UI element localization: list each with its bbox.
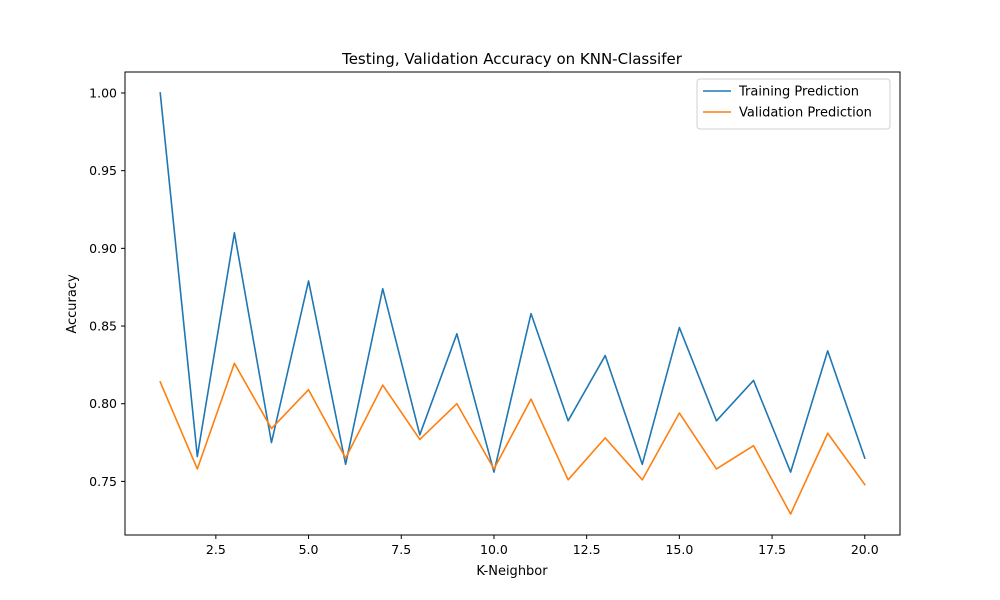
y-axis: 0.75 0.80 0.85 0.90 0.95 1.00 bbox=[89, 85, 125, 489]
x-tick-label: 7.5 bbox=[391, 542, 411, 557]
series-line-validation bbox=[159, 362, 866, 515]
y-tick-label: 0.75 bbox=[89, 474, 117, 489]
x-tick-label: 12.5 bbox=[573, 542, 601, 557]
chart-title: Testing, Validation Accuracy on KNN-Clas… bbox=[341, 50, 683, 68]
legend-box bbox=[696, 78, 891, 130]
x-tick-label: 17.5 bbox=[758, 542, 786, 557]
legend: Training Prediction Validation Prediction bbox=[696, 78, 891, 130]
x-tick-label: 10.0 bbox=[480, 542, 508, 557]
legend-label: Training Prediction bbox=[738, 85, 859, 100]
x-axis-title: K-Neighbor bbox=[476, 564, 548, 579]
plot-area bbox=[124, 71, 901, 536]
x-tick-label: 20.0 bbox=[851, 542, 879, 557]
series-layer bbox=[159, 92, 866, 515]
y-tick-label: 0.80 bbox=[89, 396, 117, 411]
x-tick-label: 5.0 bbox=[299, 542, 319, 557]
y-tick-label: 0.90 bbox=[89, 241, 117, 256]
x-axis: 2.5 5.0 7.5 10.0 12.5 15.0 17.5 20.0 bbox=[206, 535, 879, 557]
y-tick-label: 0.85 bbox=[89, 319, 117, 334]
x-tick-label: 2.5 bbox=[206, 542, 226, 557]
y-axis-title: Accuracy bbox=[65, 274, 80, 334]
series-line-training bbox=[159, 92, 866, 473]
legend-label: Validation Prediction bbox=[739, 106, 872, 121]
y-tick-label: 1.00 bbox=[89, 85, 117, 100]
axes-frame bbox=[124, 71, 901, 536]
x-tick-label: 15.0 bbox=[665, 542, 693, 557]
y-tick-label: 0.95 bbox=[89, 163, 117, 178]
